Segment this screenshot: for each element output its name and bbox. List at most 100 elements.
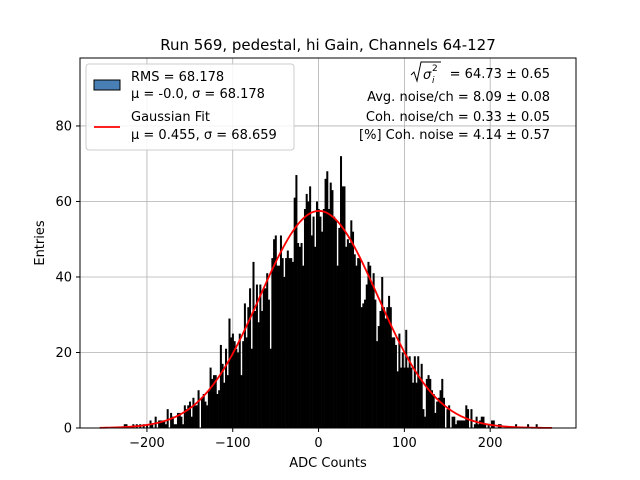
histogram-bar: [482, 416, 485, 428]
y-tick-label: 60: [55, 195, 72, 210]
histogram-bar: [479, 420, 482, 428]
x-tick-label: 100: [392, 436, 417, 451]
annotation-coh-noise-percent: [%] Coh. noise = 4.14 ± 0.57: [359, 128, 550, 143]
histogram-bar: [442, 397, 446, 428]
histogram-bar: [386, 307, 389, 428]
histogram-bar: [305, 193, 308, 428]
histogram-bar: [188, 401, 191, 428]
histogram-bar: [391, 337, 394, 428]
histogram-bar: [406, 367, 409, 428]
histogram-bar: [461, 420, 464, 428]
histogram-bar: [213, 375, 216, 428]
histogram-bar: [293, 197, 296, 428]
histogram-bar: [403, 367, 406, 428]
x-tick-label: 0: [314, 436, 322, 451]
histogram-bar: [321, 231, 324, 428]
histogram-bar: [465, 405, 468, 428]
histogram-bar: [295, 175, 298, 428]
histogram-bar: [216, 394, 219, 428]
sigma-symbol: σ: [423, 68, 432, 83]
histogram-bar: [357, 258, 360, 428]
histogram-bar: [276, 265, 279, 428]
histogram-bar: [408, 356, 411, 428]
histogram-bar: [348, 243, 351, 428]
histogram-bar: [146, 424, 149, 428]
histogram-bar: [288, 258, 291, 428]
histogram-bar: [376, 341, 379, 428]
histogram-bar: [252, 261, 255, 428]
histogram-bar: [470, 409, 473, 428]
histogram-bars: [123, 156, 538, 428]
histogram-bar: [393, 337, 396, 428]
histogram-bar: [425, 378, 428, 428]
x-axis-label: ADC Counts: [289, 456, 367, 471]
histogram-bar: [352, 231, 355, 428]
histogram-bar: [365, 284, 368, 428]
histogram-bar: [358, 258, 361, 428]
histogram-bar: [278, 265, 281, 428]
histogram-bar: [158, 420, 161, 428]
histogram-bar: [202, 394, 205, 428]
histogram-bar: [206, 405, 209, 428]
histogram-bar: [180, 416, 183, 428]
histogram-bar: [192, 397, 195, 428]
histogram-bar: [214, 375, 217, 428]
histogram-bar: [200, 397, 204, 428]
histogram-bar: [369, 265, 372, 428]
annotation-sigma: = 64.73 ± 0.65: [450, 67, 550, 82]
histogram-bar: [535, 424, 538, 428]
histogram-bar: [336, 265, 339, 428]
histogram-bar: [221, 363, 224, 428]
histogram-bar: [170, 412, 173, 428]
histogram-bar: [355, 265, 358, 428]
histogram-bar: [197, 390, 200, 428]
histogram-bar: [353, 254, 356, 428]
legend-swatch-histogram: [93, 79, 121, 91]
histogram-bar: [185, 409, 188, 428]
histogram-bar: [367, 261, 370, 428]
histogram-bar: [235, 348, 238, 428]
histogram-bar: [372, 273, 375, 428]
histogram-bar: [219, 344, 222, 428]
histogram-bar: [194, 405, 197, 428]
histogram-bar: [326, 171, 329, 428]
histogram-bar: [412, 382, 415, 428]
histogram-bar: [283, 276, 286, 428]
histogram-bar: [187, 405, 190, 428]
histogram-bar: [460, 420, 463, 428]
histogram-bar: [183, 405, 186, 428]
histogram-bar: [527, 424, 530, 428]
histogram-bar: [173, 424, 176, 428]
histogram-bar: [377, 326, 380, 428]
histogram-bar: [338, 227, 341, 428]
histogram-bar: [319, 216, 322, 428]
histogram-bar: [291, 261, 294, 428]
histogram-bar: [448, 405, 451, 428]
histogram-bar: [230, 337, 233, 428]
histogram-bar: [312, 216, 315, 428]
histogram-bar: [309, 186, 312, 428]
sqrt-radical-sign: [410, 61, 441, 83]
histogram-bar: [267, 299, 270, 428]
histogram-bar: [422, 409, 425, 428]
histogram-bar: [161, 420, 164, 428]
histogram-bar: [175, 424, 178, 428]
histogram-bar: [245, 337, 248, 428]
histogram-bar: [389, 307, 392, 428]
x-tick-label: −200: [129, 436, 165, 451]
noise-annotations: σ 2 i = 64.73 ± 0.65 Avg. noise/ch = 8.0…: [359, 61, 550, 143]
histogram-bar: [415, 382, 418, 428]
legend-entry-histogram-stats: μ = -0.0, σ = 68.178: [131, 87, 265, 102]
histogram-bar: [269, 348, 272, 428]
histogram-bar: [381, 276, 384, 428]
histogram-bar: [176, 412, 179, 428]
histogram-bar: [261, 310, 264, 428]
histogram-bar: [345, 246, 348, 428]
legend-entry-fit-stats: μ = 0.455, σ = 68.659: [131, 128, 277, 143]
histogram-bar: [364, 299, 367, 428]
histogram-bar: [456, 420, 459, 428]
y-axis-ticks: 0 20 40 60 80: [55, 119, 80, 437]
histogram-bar: [424, 416, 427, 428]
gaussian-fit-curve: [99, 210, 552, 429]
